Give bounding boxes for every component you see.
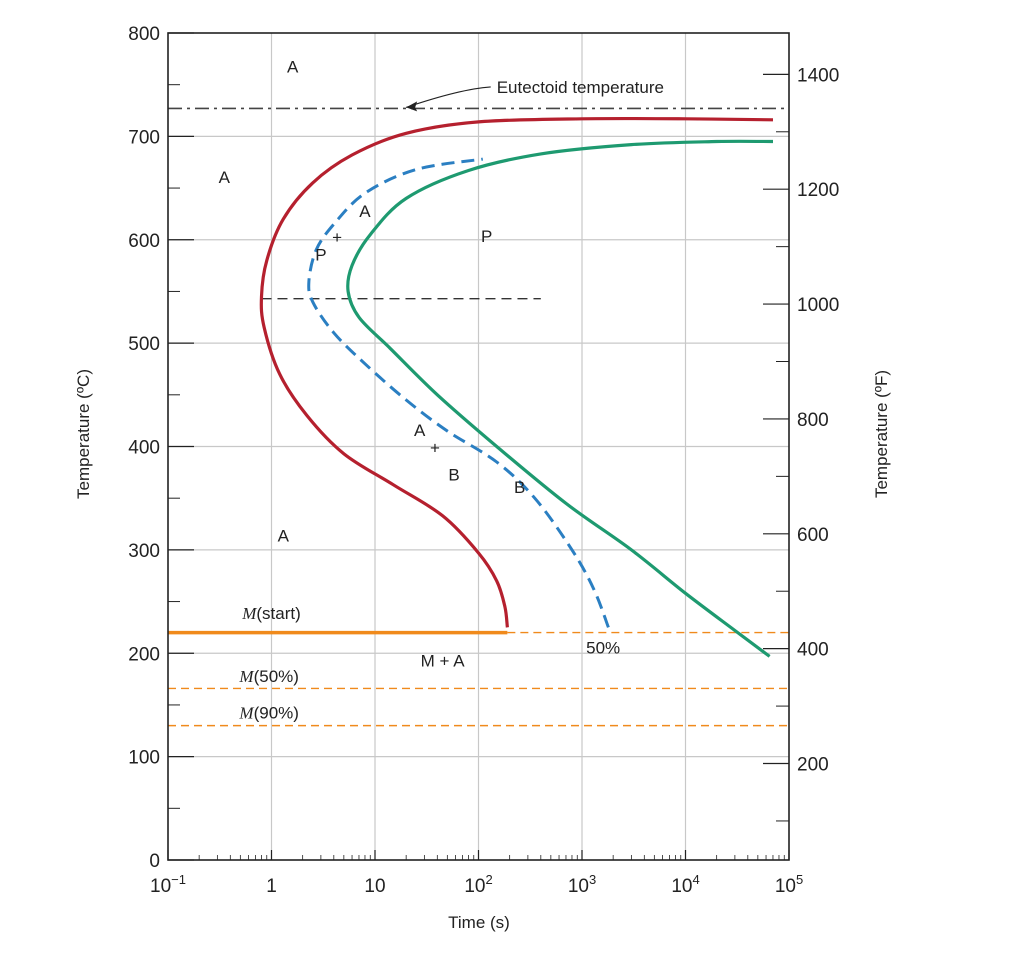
tick-labels: 0 100 200 300 400 500 600 700 800 200 400 600 800 100… bbox=[128, 24, 839, 897]
x-tick-base: 10 bbox=[364, 876, 385, 897]
curve-fifty bbox=[307, 157, 610, 628]
y2-tick-label: 800 bbox=[797, 410, 829, 431]
m-qualifier: (50%) bbox=[254, 667, 299, 686]
ann-p-right: P bbox=[481, 227, 492, 246]
gridlines bbox=[168, 33, 789, 860]
m-50-label: M(50%) bbox=[238, 667, 299, 686]
y2-tick-label: 200 bbox=[797, 755, 829, 776]
plot-border bbox=[167, 32, 790, 861]
m-symbol: M bbox=[241, 604, 257, 623]
y2-tick-label: 1200 bbox=[797, 180, 839, 201]
ann-b: B bbox=[514, 478, 525, 497]
y-tick-label: 0 bbox=[149, 851, 160, 872]
m-symbol: M bbox=[238, 667, 254, 686]
y-tick-label: 400 bbox=[128, 438, 160, 459]
x-tick-exponent: 5 bbox=[796, 872, 803, 887]
ann-a-left: A bbox=[219, 168, 231, 187]
x-tick-base: 1 bbox=[266, 876, 277, 897]
curve-start bbox=[259, 116, 774, 628]
y-tick-label: 800 bbox=[128, 24, 160, 45]
y-tick-label: 600 bbox=[128, 231, 160, 252]
x-tick-base: 10 bbox=[775, 876, 796, 897]
x-tick-base: 10 bbox=[150, 876, 171, 897]
curve-end bbox=[346, 139, 774, 658]
m-qualifier: (start) bbox=[256, 604, 300, 623]
y-tick-label: 700 bbox=[128, 127, 160, 148]
ann-50pct: 50% bbox=[586, 638, 620, 657]
y-axis-title-right: Temperature (ºF) bbox=[872, 370, 891, 498]
y-tick-label: 100 bbox=[128, 748, 160, 769]
m-start-label: M(start) bbox=[241, 604, 301, 623]
ann-p-mid: P bbox=[315, 245, 326, 264]
m-qualifier: (90%) bbox=[254, 703, 299, 722]
y-tick-label: 500 bbox=[128, 334, 160, 355]
y2-tick-label: 600 bbox=[797, 525, 829, 546]
x-tick-label: 103 bbox=[568, 872, 596, 897]
y-tick-label: 200 bbox=[128, 644, 160, 665]
ann-a-low: A bbox=[414, 421, 426, 440]
x-tick-label: 10 bbox=[364, 876, 385, 897]
x-tick-exponent: 4 bbox=[692, 872, 699, 887]
transformation-curves bbox=[259, 116, 774, 658]
x-tick-base: 10 bbox=[568, 876, 589, 897]
ann-plus-low: + bbox=[430, 439, 440, 458]
ann-b-low: B bbox=[448, 466, 459, 485]
x-tick-exponent: 2 bbox=[485, 872, 492, 887]
ann-a-top: A bbox=[287, 57, 299, 76]
x-tick-exponent: −1 bbox=[171, 872, 186, 887]
x-tick-exponent: 3 bbox=[589, 872, 596, 887]
eutectoid-arrowhead bbox=[406, 101, 418, 112]
m-90-label: M(90%) bbox=[238, 703, 299, 722]
x-tick-label: 105 bbox=[775, 872, 803, 897]
ann-plus-top: + bbox=[332, 228, 342, 247]
x-tick-label: 104 bbox=[671, 872, 699, 897]
x-tick-label: 10−1 bbox=[150, 872, 186, 897]
x-tick-base: 10 bbox=[671, 876, 692, 897]
plot-frame bbox=[167, 32, 790, 861]
eutectoid-arrow bbox=[405, 86, 491, 108]
y2-tick-label: 1400 bbox=[797, 65, 839, 86]
y-axis-title-left: Temperature (ºC) bbox=[74, 369, 93, 499]
x-tick-label: 1 bbox=[266, 876, 277, 897]
reference-lines bbox=[168, 107, 789, 727]
ann-a-bottom: A bbox=[278, 527, 290, 546]
ann-a-mid: A bbox=[359, 202, 371, 221]
y2-tick-label: 400 bbox=[797, 640, 829, 661]
ann-eutectoid: Eutectoid temperature bbox=[497, 78, 664, 97]
x-tick-base: 10 bbox=[464, 876, 485, 897]
y2-tick-label: 1000 bbox=[797, 295, 839, 316]
x-tick-label: 102 bbox=[464, 872, 492, 897]
ann-m-a: M + A bbox=[421, 652, 466, 671]
y-tick-label: 300 bbox=[128, 541, 160, 562]
m-symbol: M bbox=[238, 703, 254, 722]
x-axis-title: Time (s) bbox=[448, 913, 510, 932]
